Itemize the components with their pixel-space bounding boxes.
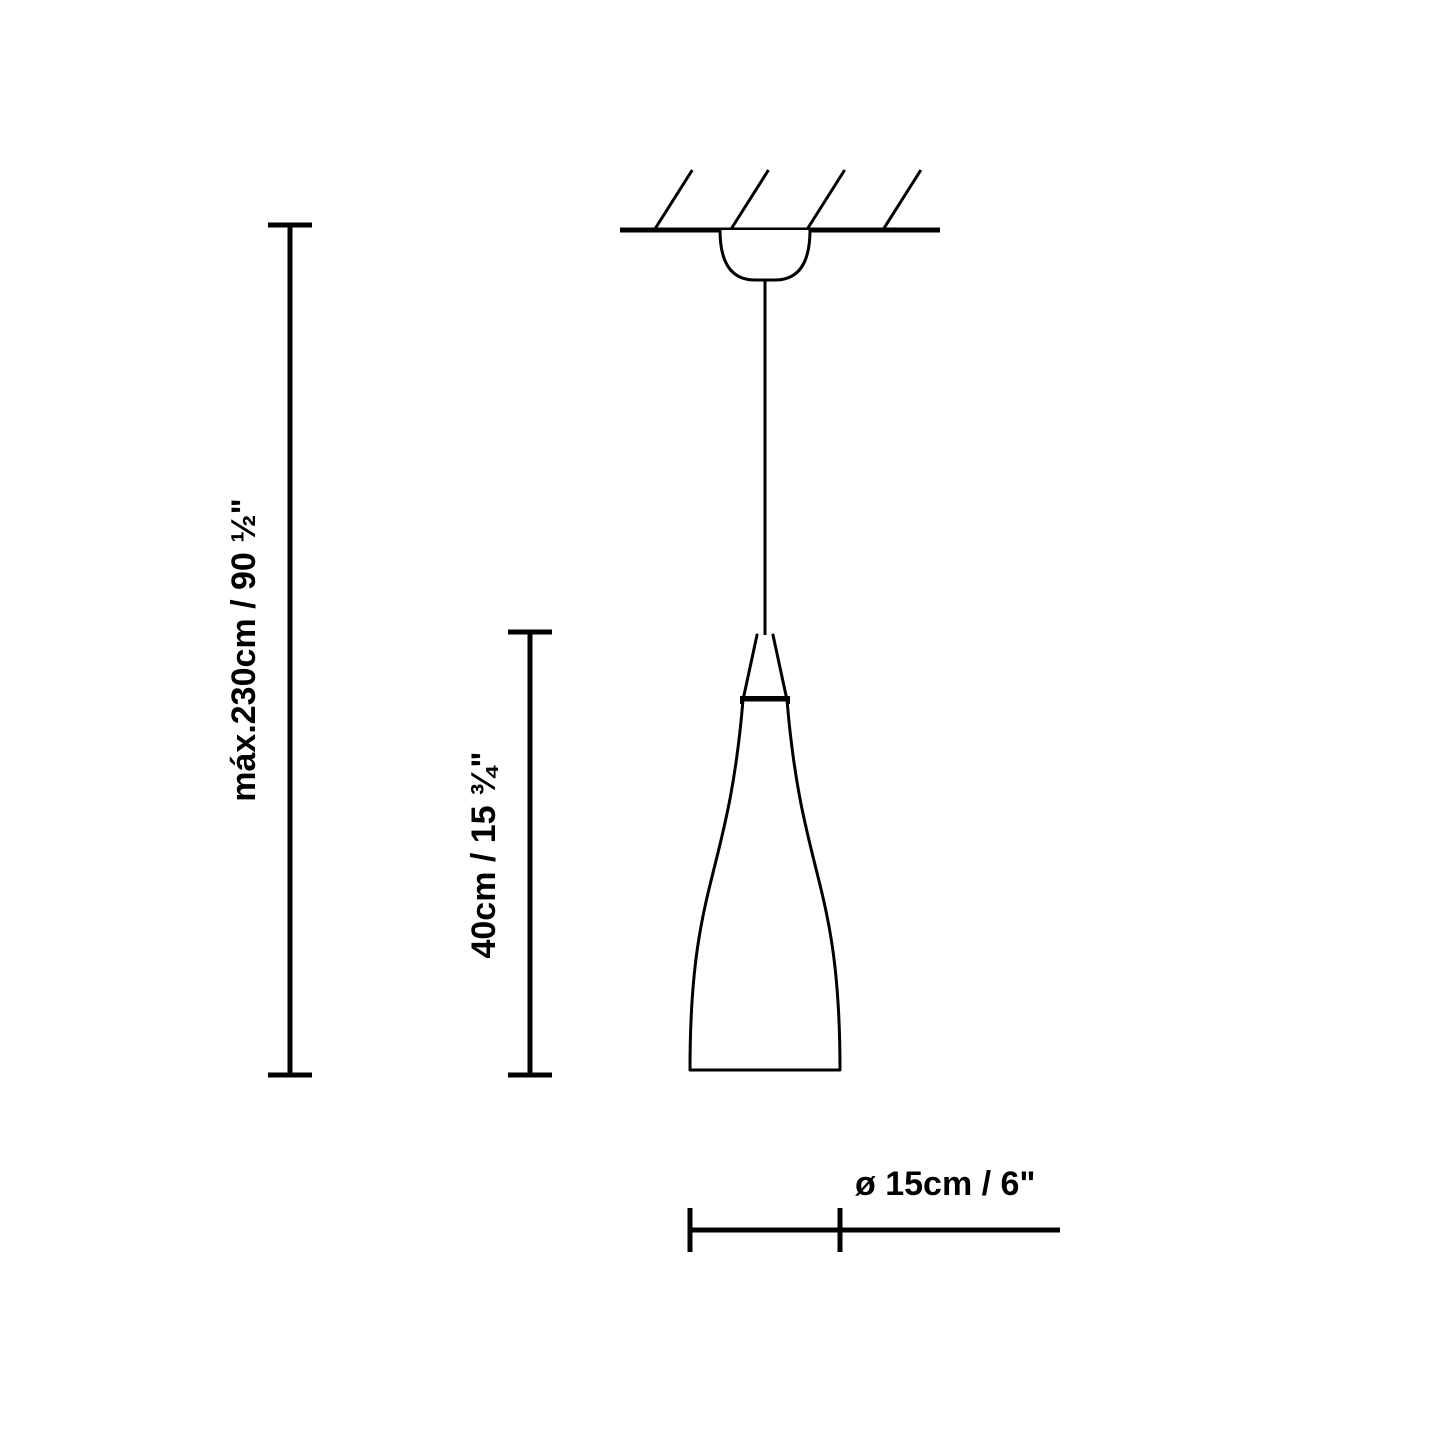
pendant-lamp [690,230,840,1070]
dimension-diagram: máx.230cm / 90 ½" 40cm / 15 ¾" ø 15cm / … [0,0,1445,1445]
diameter-label: ø 15cm / 6" [855,1165,1036,1203]
ceiling-hatch [620,170,940,230]
dimension-lines [268,225,1060,1252]
total-height-label: máx.230cm / 90 ½" [225,498,263,801]
shade-height-label: 40cm / 15 ¾" [465,751,503,958]
